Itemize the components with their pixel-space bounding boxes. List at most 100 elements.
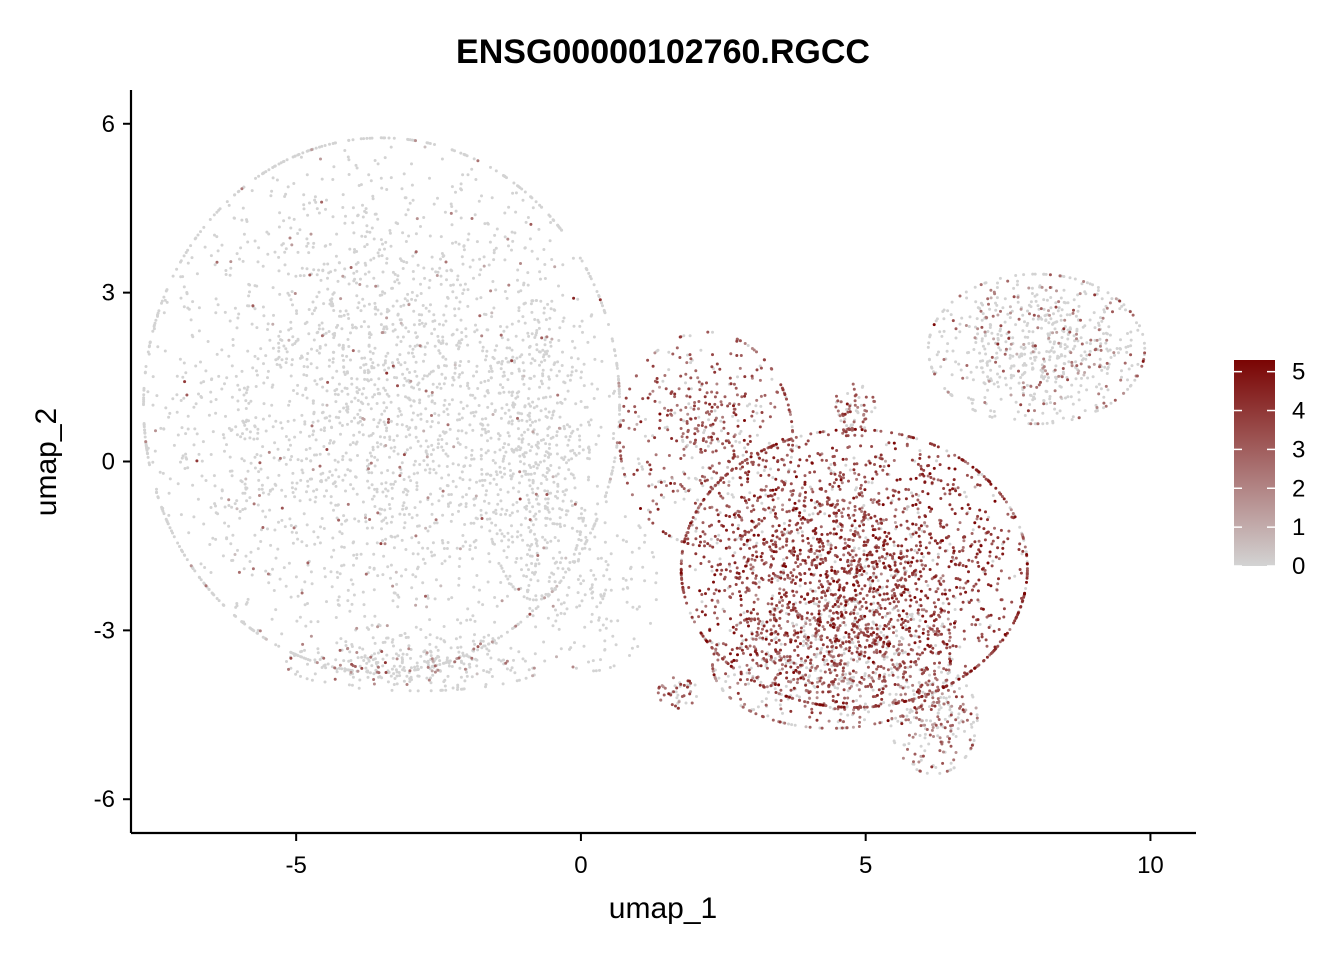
cell-point bbox=[441, 335, 445, 339]
cell-point bbox=[262, 402, 266, 406]
cell-point bbox=[774, 698, 778, 702]
cell-point bbox=[451, 290, 455, 294]
cell-point bbox=[463, 679, 467, 683]
cell-point bbox=[707, 418, 711, 422]
cell-point bbox=[912, 762, 916, 766]
cell-point bbox=[993, 414, 997, 418]
cell-point bbox=[384, 516, 388, 520]
cell-point bbox=[1060, 308, 1064, 312]
cell-point bbox=[433, 670, 437, 674]
cell-point bbox=[773, 637, 777, 641]
cell-point bbox=[531, 430, 535, 434]
cell-point bbox=[509, 646, 513, 650]
cell-point bbox=[408, 344, 412, 348]
cell-point bbox=[396, 335, 400, 339]
cell-point bbox=[983, 347, 987, 351]
cell-point bbox=[239, 479, 243, 483]
cell-point bbox=[461, 495, 465, 499]
cell-point bbox=[421, 377, 425, 381]
cell-point bbox=[736, 681, 740, 685]
cell-point bbox=[536, 440, 540, 444]
cell-point bbox=[302, 512, 306, 516]
cell-point bbox=[497, 561, 501, 565]
cell-point bbox=[431, 673, 435, 677]
cell-point bbox=[876, 591, 880, 595]
cell-point bbox=[274, 643, 278, 647]
cell-point bbox=[440, 562, 444, 566]
cell-point bbox=[167, 491, 171, 495]
cell-point bbox=[717, 533, 721, 537]
cell-point bbox=[471, 428, 475, 432]
cell-point bbox=[570, 504, 574, 508]
cell-point bbox=[1014, 400, 1018, 404]
cell-point bbox=[253, 424, 257, 428]
cell-point bbox=[215, 352, 219, 356]
cell-point bbox=[484, 493, 488, 497]
cell-point bbox=[155, 490, 158, 494]
cell-point bbox=[330, 300, 333, 304]
cell-point bbox=[431, 448, 435, 452]
cell-point bbox=[436, 270, 440, 274]
cell-point bbox=[446, 454, 450, 458]
cell-point bbox=[348, 443, 352, 447]
cell-point bbox=[703, 428, 706, 432]
cell-point bbox=[305, 237, 309, 241]
cell-point bbox=[428, 234, 432, 238]
cell-point bbox=[1061, 416, 1065, 420]
cell-point bbox=[410, 351, 414, 355]
cell-point bbox=[519, 262, 522, 265]
cell-point bbox=[474, 546, 477, 550]
cell-point bbox=[593, 535, 597, 539]
cell-point bbox=[256, 547, 260, 551]
cell-point bbox=[570, 370, 574, 374]
cell-point bbox=[478, 273, 482, 277]
cell-point bbox=[547, 386, 551, 390]
cell-point bbox=[231, 533, 235, 537]
cell-point bbox=[883, 672, 887, 676]
cell-point bbox=[278, 211, 282, 215]
cell-point bbox=[426, 496, 430, 500]
cell-point bbox=[234, 374, 238, 378]
cell-point bbox=[811, 536, 815, 540]
cell-point bbox=[491, 459, 495, 462]
cell-point bbox=[392, 136, 396, 140]
cell-point bbox=[365, 243, 369, 246]
cell-point bbox=[332, 440, 336, 444]
cell-point bbox=[441, 661, 445, 665]
cell-point bbox=[303, 648, 306, 652]
cell-point bbox=[532, 406, 536, 410]
cell-point bbox=[849, 657, 853, 661]
cell-point bbox=[403, 487, 407, 491]
cell-point bbox=[291, 335, 295, 339]
cell-point bbox=[504, 512, 507, 516]
cell-point bbox=[1049, 296, 1053, 299]
cell-point bbox=[381, 539, 384, 543]
cell-point bbox=[357, 349, 361, 353]
cell-point bbox=[318, 658, 322, 661]
cell-point bbox=[577, 538, 581, 541]
cell-point bbox=[458, 364, 462, 368]
cell-point bbox=[416, 567, 419, 571]
cell-point bbox=[925, 718, 928, 722]
cell-point bbox=[355, 626, 359, 630]
cell-point bbox=[307, 434, 311, 438]
cell-point bbox=[1136, 362, 1140, 366]
cell-point bbox=[217, 599, 221, 603]
cell-point bbox=[1126, 332, 1129, 335]
cell-point bbox=[586, 456, 590, 460]
cell-point bbox=[176, 433, 180, 437]
cell-point bbox=[302, 373, 306, 377]
cell-point bbox=[535, 348, 539, 352]
cell-point bbox=[171, 397, 175, 401]
cell-point bbox=[1028, 403, 1032, 406]
cell-point bbox=[547, 410, 551, 414]
cell-point bbox=[506, 531, 510, 535]
cell-point bbox=[390, 486, 394, 490]
cell-point bbox=[1084, 292, 1088, 296]
cell-point bbox=[277, 269, 281, 273]
cell-point bbox=[316, 647, 320, 651]
cell-point bbox=[441, 513, 445, 517]
cell-point bbox=[429, 492, 433, 496]
cell-point bbox=[1077, 304, 1081, 308]
cell-point bbox=[241, 508, 245, 511]
